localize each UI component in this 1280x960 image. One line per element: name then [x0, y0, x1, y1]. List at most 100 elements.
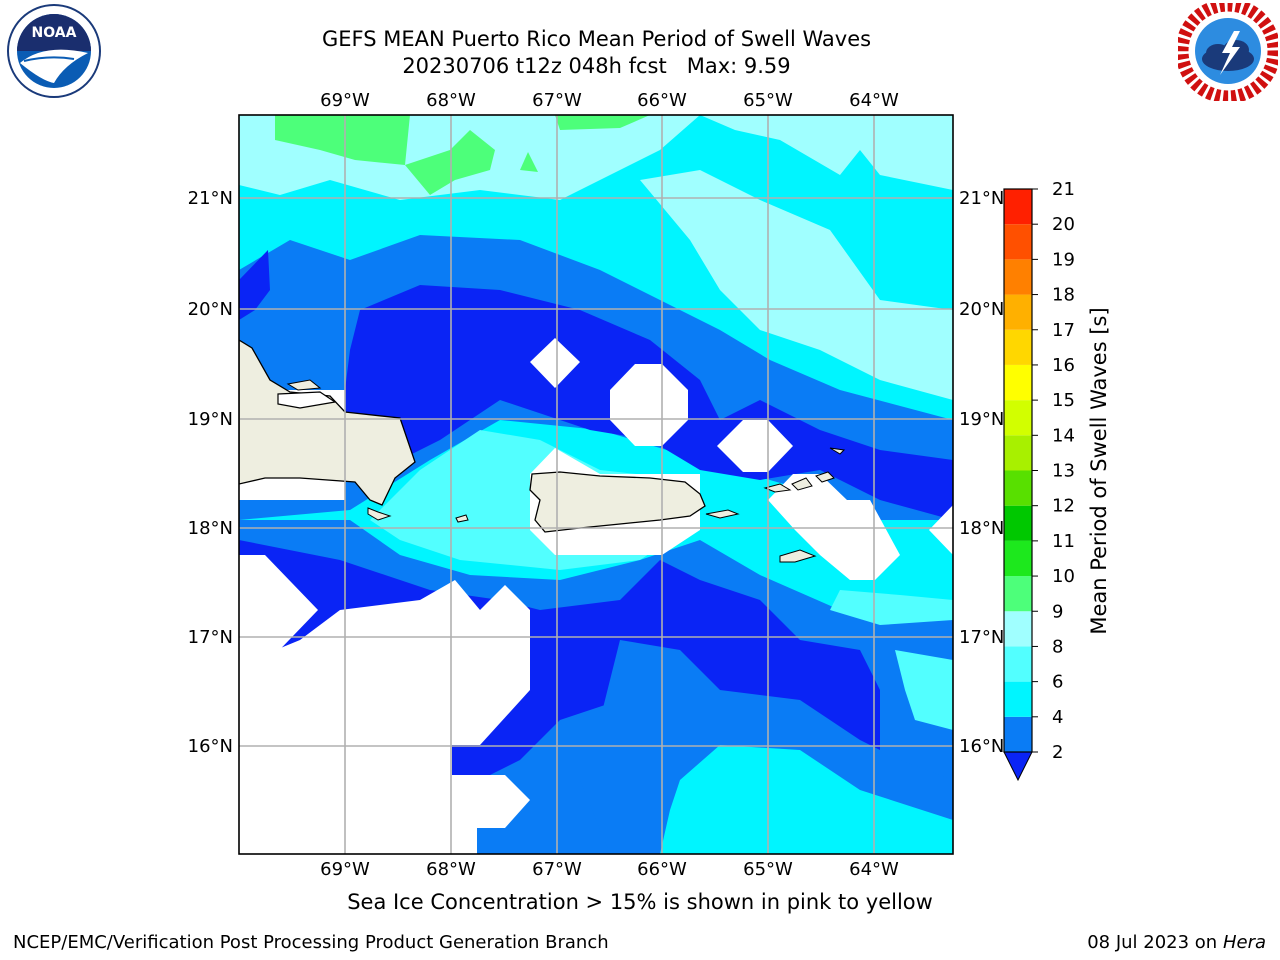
hispaniola-peninsula: [286, 379, 322, 391]
colorbar-tick-label: 21: [1052, 179, 1075, 200]
vieques-island: [705, 509, 740, 519]
noaa-logo-text: NOAA: [32, 25, 77, 41]
colorbar-segment: [1004, 576, 1032, 612]
field-2-4-west: [239, 250, 270, 320]
colorbar-tick-label: 12: [1052, 496, 1075, 517]
lon-label-top: 64°W: [849, 90, 899, 111]
lon-label-bottom: 64°W: [849, 859, 899, 880]
colorbar-tick-label: 11: [1052, 531, 1075, 552]
colorbar-tick-label: 2: [1052, 742, 1063, 763]
date-text: 08 Jul 2023 on: [1087, 932, 1223, 953]
swell-period-field: [239, 115, 953, 854]
chart-title: GEFS MEAN Puerto Rico Mean Period of Swe…: [321, 27, 872, 51]
lon-label-top: 67°W: [532, 90, 582, 111]
colorbar-segment: [1004, 435, 1032, 471]
colorbar-segment: [1004, 716, 1032, 752]
lon-label-top: 69°W: [320, 90, 370, 111]
field-6-8-south: [660, 745, 953, 854]
colorbar-label: Mean Period of Swell Waves [s]: [1087, 307, 1111, 634]
colorbar-tick-label: 4: [1052, 707, 1063, 728]
graticule: [239, 115, 953, 854]
mona-island: [455, 514, 469, 523]
lat-label-right: 19°N: [959, 409, 1004, 430]
colorbar-segment: [1004, 611, 1032, 647]
st-croix-island: [779, 549, 817, 563]
masked-area-4: [530, 338, 580, 388]
field-9-10-b: [405, 130, 495, 195]
colorbar-tick-label: 17: [1052, 320, 1075, 341]
lat-label-right: 20°N: [959, 299, 1004, 320]
chart-subtitle: 20230706 t12z 048h fcst Max: 9.59: [402, 54, 791, 78]
lon-labels-bottom: 69°W 68°W 67°W 66°W 65°W 64°W: [320, 859, 899, 880]
masked-area-3: [452, 775, 530, 854]
masked-area-5: [610, 364, 688, 446]
lat-label-right: 18°N: [959, 518, 1004, 539]
colorbar-segment: [1004, 364, 1032, 401]
colorbar-segment: [1004, 294, 1032, 330]
field-6-8-east: [895, 650, 953, 730]
colorbar-segment: [1004, 400, 1032, 436]
lat-label-left: 21°N: [188, 188, 233, 209]
map-frame: [238, 114, 954, 855]
lon-label-bottom: 66°W: [637, 859, 687, 880]
noaa-logo: NOAA: [7, 4, 101, 98]
lat-labels-left: 21°N 20°N 19°N 18°N 17°N 16°N: [188, 188, 233, 757]
field-9-10-c: [555, 115, 650, 130]
colorbar-tick-label: 8: [1052, 636, 1063, 657]
colorbar-segment: [1004, 224, 1032, 260]
credit-line: NCEP/EMC/Verification Post Processing Pr…: [13, 932, 609, 953]
lon-label-top: 65°W: [743, 90, 793, 111]
colorbar-tick-label: 20: [1052, 214, 1075, 235]
colorbar-segment: [1004, 189, 1032, 225]
colorbar-segment: [1004, 540, 1032, 577]
colorbar-tick-label: 16: [1052, 355, 1075, 376]
lat-label-right: 17°N: [959, 627, 1004, 648]
colorbar-tick-label: 18: [1052, 285, 1075, 306]
date-line: 08 Jul 2023 on Hera: [1087, 932, 1266, 953]
masked-area-7: [768, 474, 900, 580]
colorbar-tick-label: 6: [1052, 672, 1063, 693]
colorbar-tick-label: 13: [1052, 461, 1075, 482]
lon-label-bottom: 68°W: [426, 859, 476, 880]
masked-area-2: [239, 580, 530, 854]
hispaniola-land: [239, 339, 416, 506]
field-6-8-shelf: [830, 590, 953, 625]
lon-label-top: 66°W: [637, 90, 687, 111]
lat-label-left: 20°N: [188, 299, 233, 320]
colorbar-segment: [1004, 505, 1032, 541]
lat-label-left: 17°N: [188, 627, 233, 648]
machine-name: Hera: [1222, 932, 1266, 953]
lat-label-right: 21°N: [959, 188, 1004, 209]
masked-area-6: [717, 420, 793, 472]
colorbar-segment: [1004, 470, 1032, 506]
lat-label-left: 16°N: [188, 736, 233, 757]
colorbar-tick-label: 19: [1052, 249, 1075, 270]
colorbar-tick-label: 15: [1052, 390, 1075, 411]
lon-label-top: 68°W: [426, 90, 476, 111]
lon-label-bottom: 65°W: [743, 859, 793, 880]
field-9-10-a: [275, 115, 410, 165]
lat-label-right: 16°N: [959, 736, 1004, 757]
colorbar-segment: [1004, 646, 1032, 682]
lon-labels-top: 69°W 68°W 67°W 66°W 65°W 64°W: [320, 90, 899, 111]
masked-area-8: [929, 505, 953, 555]
lon-label-bottom: 67°W: [532, 859, 582, 880]
colorbar-tick-label: 14: [1052, 425, 1075, 446]
hispaniola-islet: [367, 507, 392, 521]
lon-label-bottom: 69°W: [320, 859, 370, 880]
virgin-islands: [763, 447, 846, 493]
colorbar-segment: [1004, 329, 1032, 365]
colorbar-segment: [1004, 259, 1032, 295]
bay-outline: [277, 391, 337, 409]
sea-ice-note: Sea Ice Concentration > 15% is shown in …: [347, 890, 933, 914]
colorbar-tick-label: 9: [1052, 601, 1063, 622]
lat-labels-right: 21°N 20°N 19°N 18°N 17°N 16°N: [959, 188, 1004, 757]
lat-label-left: 18°N: [188, 518, 233, 539]
colorbar-tick-label: 10: [1052, 566, 1075, 587]
colorbar: 2 4 6 8 9 10 11 12 13 14 15 16 17 18 19 20 21: [1003, 179, 1075, 782]
colorbar-extend-min: [1003, 751, 1033, 782]
field-9-10-d: [520, 152, 538, 172]
colorbar-segment: [1004, 681, 1032, 717]
nws-logo: [1178, 3, 1278, 101]
